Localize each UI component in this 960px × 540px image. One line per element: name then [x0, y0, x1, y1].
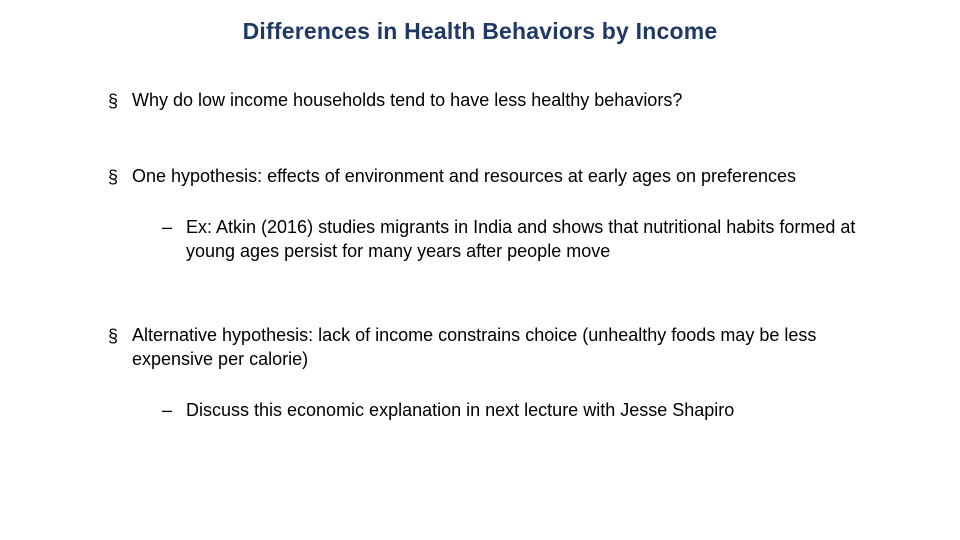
square-bullet-icon: §	[108, 89, 132, 113]
sub-bullet-item: – Ex: Atkin (2016) studies migrants in I…	[162, 215, 888, 264]
slide-body: § Why do low income households tend to h…	[108, 88, 888, 422]
bullet-text: Alternative hypothesis: lack of income c…	[132, 323, 888, 372]
sub-bullet-item: – Discuss this economic explanation in n…	[162, 398, 888, 422]
bullet-text: One hypothesis: effects of environment a…	[132, 164, 796, 188]
sub-bullet-group: – Discuss this economic explanation in n…	[162, 398, 888, 422]
bullet-item: § Why do low income households tend to h…	[108, 88, 888, 112]
square-bullet-icon: §	[108, 165, 132, 189]
bullet-item: § One hypothesis: effects of environment…	[108, 164, 888, 188]
sub-bullet-text: Discuss this economic explanation in nex…	[186, 398, 734, 422]
bullet-text: Why do low income households tend to hav…	[132, 88, 682, 112]
bullet-item: § Alternative hypothesis: lack of income…	[108, 323, 888, 372]
dash-bullet-icon: –	[162, 398, 186, 422]
sub-bullet-text: Ex: Atkin (2016) studies migrants in Ind…	[186, 215, 888, 264]
sub-bullet-group: – Ex: Atkin (2016) studies migrants in I…	[162, 215, 888, 264]
dash-bullet-icon: –	[162, 215, 186, 239]
slide-title: Differences in Health Behaviors by Incom…	[0, 18, 960, 45]
square-bullet-icon: §	[108, 324, 132, 348]
slide: Differences in Health Behaviors by Incom…	[0, 0, 960, 540]
